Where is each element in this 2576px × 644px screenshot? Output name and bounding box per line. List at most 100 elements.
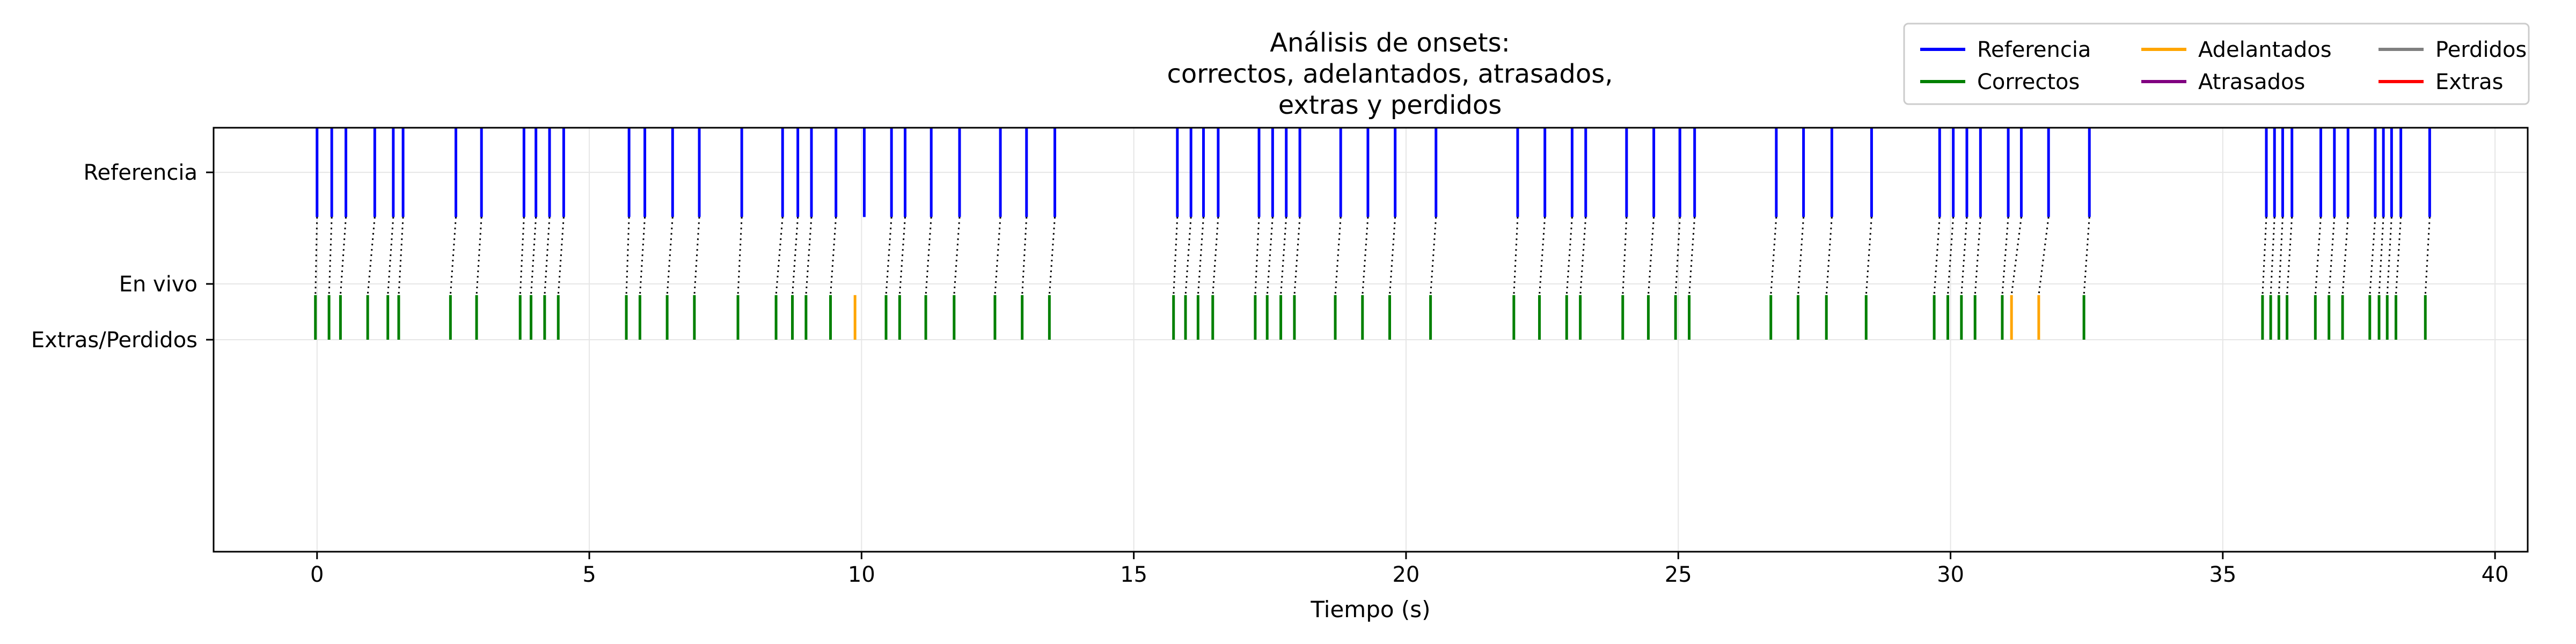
x-tick-label: 40 — [2482, 562, 2509, 587]
match-connector — [2386, 217, 2392, 295]
match-connector — [994, 217, 1001, 295]
match-connector — [328, 217, 333, 295]
match-connector — [1579, 217, 1587, 295]
match-connector — [666, 217, 674, 295]
match-connector — [625, 217, 630, 295]
x-tick-label: 5 — [582, 562, 596, 587]
legend-box — [1903, 23, 2530, 105]
match-connector — [367, 217, 376, 295]
match-connector — [1770, 217, 1777, 295]
x-axis-label: Tiempo (s) — [1310, 596, 1430, 623]
chart-marks — [314, 128, 2431, 340]
match-connector — [2083, 217, 2090, 295]
match-connector — [1825, 217, 1833, 295]
match-connector — [2270, 217, 2275, 295]
grid-lines — [214, 128, 2528, 552]
match-connector — [2328, 217, 2336, 295]
match-connector — [1173, 217, 1179, 295]
match-connector — [693, 217, 700, 295]
match-connector — [1674, 217, 1681, 295]
match-connector — [2378, 217, 2384, 295]
match-connector — [557, 217, 565, 295]
match-connector — [1622, 217, 1628, 295]
match-connector — [398, 217, 404, 295]
x-axis: 0 5 10 15 20 25 30 35 40 — [310, 552, 2509, 587]
x-tick-label: 0 — [310, 562, 324, 587]
legend-label: Atrasados — [2198, 70, 2305, 94]
match-connector — [544, 217, 551, 295]
match-connector — [530, 217, 537, 295]
match-connector — [2341, 217, 2349, 295]
legend-label: Correctos — [1977, 70, 2080, 94]
chart-title-line-3: extras y perdidos — [1278, 90, 1502, 120]
match-connector — [792, 217, 799, 295]
match-connector — [1647, 217, 1655, 295]
match-connector — [519, 217, 525, 295]
match-connector — [737, 217, 743, 295]
match-connector — [339, 217, 347, 295]
match-connector — [1197, 217, 1205, 295]
match-connector — [1974, 217, 1981, 295]
x-tick-label: 10 — [848, 562, 875, 587]
match-connector — [2001, 217, 2009, 295]
match-connector — [1389, 217, 1396, 295]
match-connector — [2286, 217, 2293, 295]
match-connector — [805, 217, 813, 295]
legend-label: Extras — [2435, 70, 2503, 94]
match-connector — [925, 217, 932, 295]
match-connector — [475, 217, 482, 295]
match-connector — [1280, 217, 1287, 295]
match-connector — [2010, 217, 2022, 296]
match-connector — [1266, 217, 1274, 295]
match-connector — [314, 217, 318, 295]
match-connector — [1362, 217, 1369, 295]
match-connector — [1565, 217, 1573, 295]
chart-title: Análisis de onsets: correctos, adelantad… — [1167, 28, 1613, 120]
y-axis: Referencia En vivo Extras/Perdidos — [31, 160, 214, 353]
match-connector — [387, 217, 394, 295]
x-tick-label: 15 — [1120, 562, 1147, 587]
match-connector — [1021, 217, 1028, 295]
x-tick-label: 20 — [1392, 562, 1419, 587]
x-tick-label: 25 — [1665, 562, 1692, 587]
match-connector — [1293, 217, 1301, 295]
match-connector — [775, 217, 784, 295]
match-connector — [953, 217, 961, 295]
x-tick-label: 30 — [1937, 562, 1964, 587]
match-connector — [2395, 217, 2402, 295]
match-connector — [2314, 217, 2322, 295]
match-connector — [1430, 217, 1437, 295]
match-connector — [1946, 217, 1955, 295]
match-connector — [1212, 217, 1219, 295]
chart-title-line-1: Análisis de onsets: — [1270, 28, 1510, 58]
y-tick-label: En vivo — [119, 272, 197, 297]
chart-title-line-2: correctos, adelantados, atrasados, — [1167, 59, 1613, 89]
match-connector — [1688, 217, 1696, 295]
match-connector — [1048, 217, 1056, 295]
legend-label: Perdidos — [2435, 38, 2527, 62]
y-tick-label: Extras/Perdidos — [31, 328, 197, 353]
match-connector — [1254, 217, 1260, 295]
legend-label: Referencia — [1977, 38, 2091, 62]
y-tick-label: Referencia — [84, 160, 197, 185]
match-connector — [2424, 217, 2431, 295]
match-connector — [885, 217, 892, 295]
match-connector — [2262, 217, 2267, 295]
match-connector — [2278, 217, 2284, 295]
match-connector — [830, 217, 837, 295]
x-tick-label: 35 — [2209, 562, 2236, 587]
match-connector — [2369, 217, 2376, 295]
match-connectors — [314, 217, 2431, 296]
match-connector — [449, 217, 457, 295]
match-connector — [1539, 217, 1546, 295]
match-connector — [898, 217, 906, 295]
match-connector — [2038, 217, 2050, 296]
legend: Referencia Correctos Adelantados Atrasados P… — [1903, 23, 2530, 105]
match-connector — [1933, 217, 1941, 295]
match-connector — [639, 217, 646, 295]
match-connector — [1960, 217, 1968, 295]
match-connector — [1334, 217, 1342, 295]
legend-label: Adelantados — [2198, 38, 2332, 62]
match-connector — [1797, 217, 1805, 295]
